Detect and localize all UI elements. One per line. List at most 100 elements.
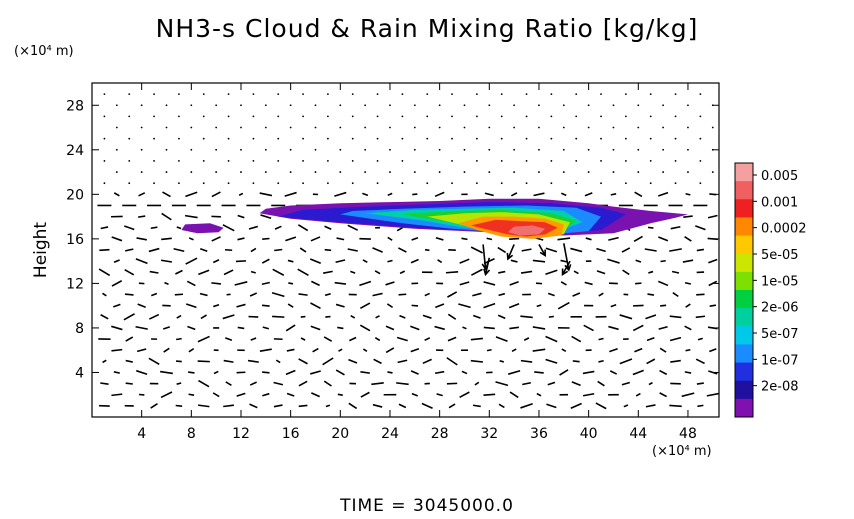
wind-arrow [462,326,467,330]
wind-dot [128,93,131,96]
wind-arrow [387,192,393,197]
wind-arrow [185,303,197,309]
wind-arrow [682,259,694,263]
mixing-region [181,223,224,234]
colorbar-swatch [735,308,753,327]
wind-dot [587,171,590,173]
wind-arrow [274,248,283,252]
colorbar-swatch [735,380,753,400]
wind-dot [389,171,391,173]
wind-dot [153,115,155,118]
wind-arrow [435,237,444,241]
mixing-region [507,225,546,236]
wind-arrow [436,393,443,397]
wind-dot [451,137,453,140]
wind-arrow [498,292,506,297]
wind-arrow [335,303,345,308]
wind-dot [314,126,317,129]
wind-arrow [509,326,520,330]
wind-arrow [497,246,507,254]
wind-arrow [311,280,320,287]
wind-dot [128,160,131,162]
wind-arrow [323,380,332,387]
wind-arrow [248,225,259,230]
wind-dot [699,137,702,140]
wind-arrow [151,292,158,297]
y-tick-label: 16 [66,232,84,248]
wind-dot [500,115,503,118]
wind-arrow [670,359,681,363]
wind-arrow [163,347,170,353]
wind-arrow [322,270,333,274]
wind-dot [687,171,689,173]
wind-dot [178,160,180,162]
colorbar-swatch [735,362,753,382]
wind-arrow [298,293,308,296]
wind-arrow [644,248,657,252]
wind-dot [178,115,180,118]
wind-arrow [338,348,343,352]
wind-arrow [211,236,221,242]
wind-dot [115,104,118,107]
x-tick-label: 40 [580,426,598,442]
wind-dot [153,182,155,185]
wind-dot [115,171,118,173]
wind-arrow [236,303,246,308]
wind-arrow [136,348,147,353]
wind-dot [165,171,168,173]
strong-wind-arrow [538,244,546,256]
wind-arrow [113,259,120,264]
wind-arrow [176,337,182,341]
wind-dot [140,171,143,173]
wind-arrow [609,348,618,353]
wind-arrow [483,326,495,330]
colorbar-swatch [735,326,753,345]
wind-arrow [284,191,297,197]
wind-arrow [285,369,296,376]
wind-arrow [398,247,407,253]
wind-dot [674,160,677,162]
wind-dot [339,126,342,129]
wind-arrow [410,258,419,264]
wind-arrow [273,404,283,408]
wind-arrow [657,191,669,197]
wind-dot [711,126,714,129]
wind-arrow [532,259,546,263]
wind-arrow [708,258,718,264]
wind-dot [202,115,205,118]
wind-arrow [510,259,518,263]
wind-arrow [237,326,245,330]
wind-dot [277,182,280,185]
wind-arrow [669,315,682,319]
wind-arrow [560,259,568,263]
wind-arrow [359,302,371,309]
colorbar-frame [734,162,754,418]
wind-arrow [160,370,173,375]
wind-dot [339,104,342,107]
wind-arrow [222,314,235,320]
wind-arrow [111,325,123,331]
wind-dot [488,148,491,151]
wind-arrow [546,403,557,409]
wind-dot [562,104,565,107]
x-tick-label: 16 [282,426,300,442]
wind-arrow [422,314,432,319]
wind-arrow [272,268,285,276]
wind-arrow [421,402,433,409]
wind-arrow [387,371,393,374]
wind-arrow [297,224,309,232]
wind-arrow [197,404,210,408]
wind-arrow [223,404,235,408]
wind-arrow [459,391,470,399]
wind-dot [227,137,230,140]
wind-arrow [272,315,285,318]
wind-dot [562,126,565,129]
wind-dot [413,104,416,107]
wind-dot [128,182,131,185]
wind-arrow [249,292,258,297]
wind-arrow [609,370,618,375]
x-unit-label: (×10⁴ m) [652,444,712,459]
wind-dot [140,126,143,129]
wind-arrow [137,303,146,308]
wind-arrow [297,268,309,277]
